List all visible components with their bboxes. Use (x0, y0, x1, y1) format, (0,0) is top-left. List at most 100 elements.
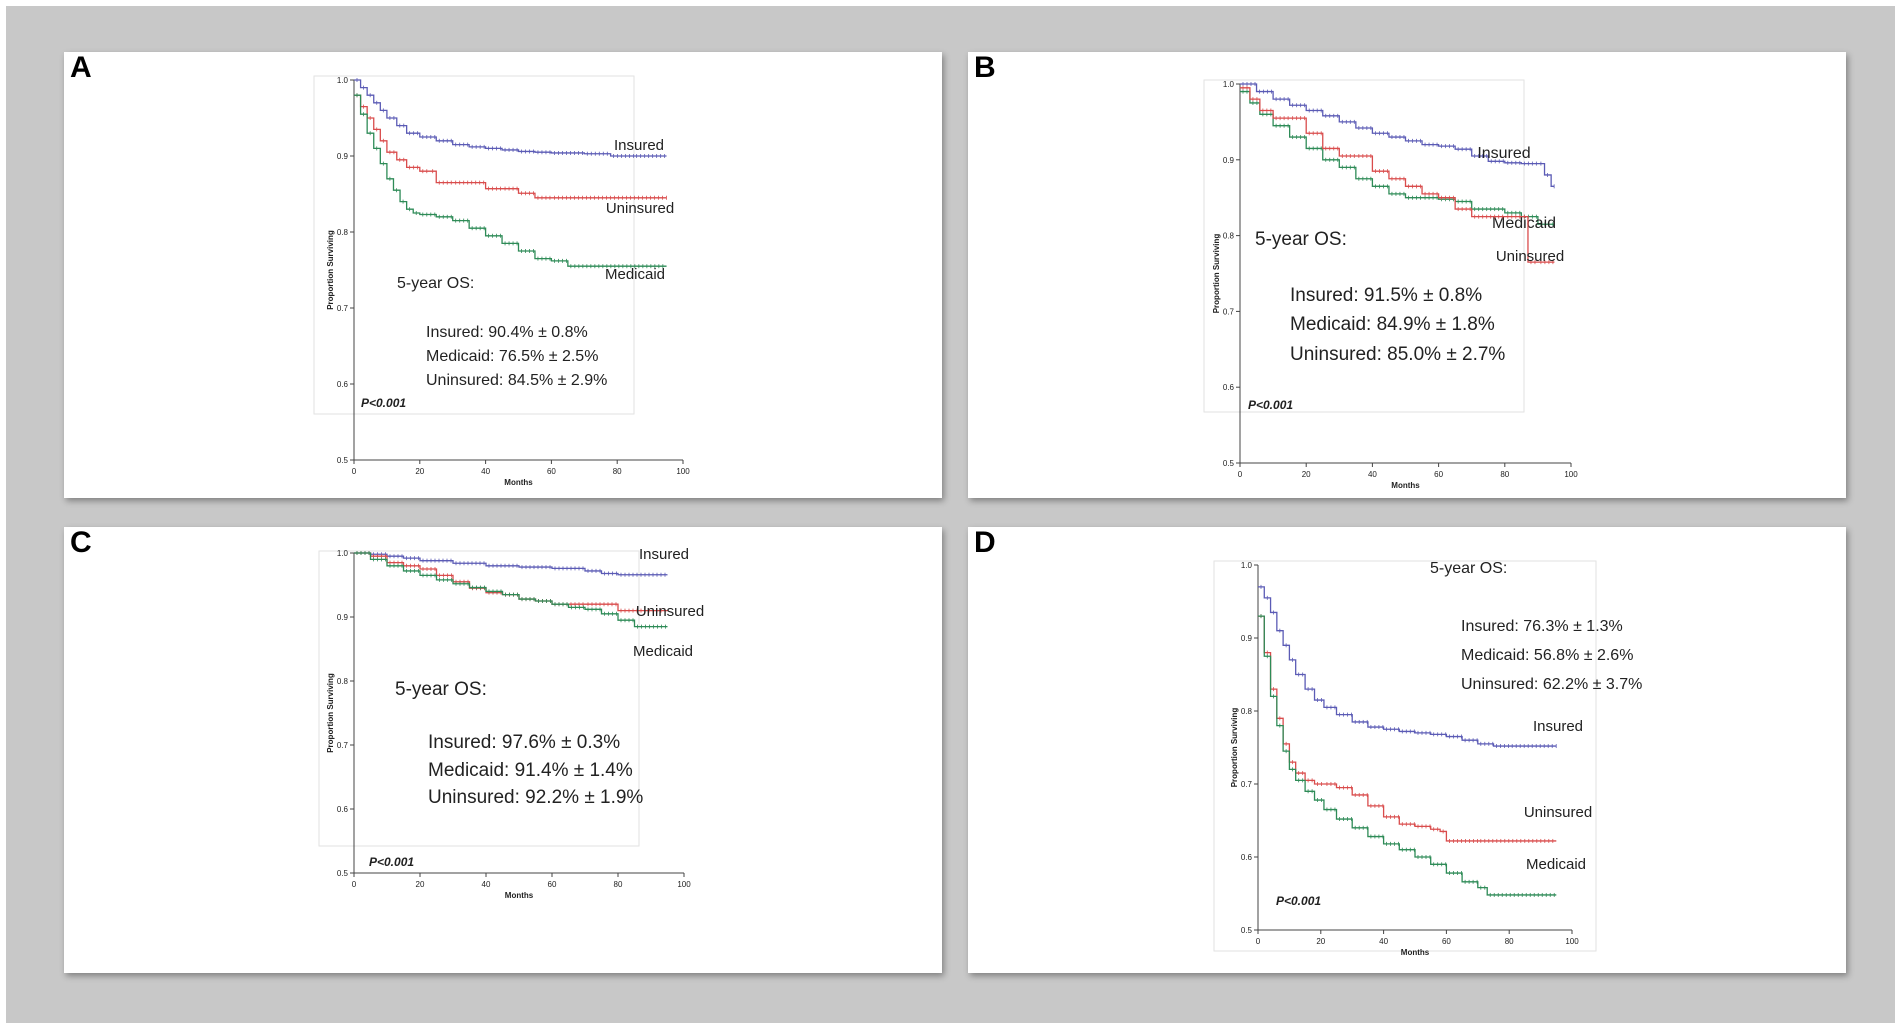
km-curve-uninsured (354, 552, 668, 612)
os-value-line: Uninsured: 62.2% ± 3.7% (1461, 676, 1642, 693)
km-chart-c: 0.5 0.6 0.7 0.8 0.9 1.0 0 20 40 60 80 100 Months Prop… (318, 546, 704, 900)
y-axis-title: Proportion Surviving (1230, 708, 1239, 788)
os-value-line: Insured: 91.5% ± 0.8% (1290, 285, 1482, 306)
km-curve-medicaid (354, 94, 667, 267)
x-tick-label: 60 (547, 467, 556, 476)
x-tick-label: 40 (1379, 937, 1388, 946)
y-tick-label: 0.7 (337, 304, 349, 313)
figure-background: A 0.5 0.6 0.7 0.8 0.9 1.0 0 20 40 60 80 100 Months Pr… (6, 6, 1895, 1023)
x-tick-label: 60 (1442, 937, 1451, 946)
series-label-insured: Insured (614, 137, 664, 154)
x-tick-label: 20 (1302, 470, 1311, 479)
y-tick-label: 0.7 (1241, 780, 1253, 789)
x-tick-label: 100 (676, 467, 690, 476)
y-tick-label: 0.6 (337, 380, 349, 389)
os-value-line: Insured: 90.4% ± 0.8% (426, 324, 588, 341)
y-tick-label: 0.5 (337, 869, 349, 878)
panel-d-letter: D (974, 526, 996, 559)
y-tick-label: 0.9 (337, 152, 349, 161)
series-label-medicaid: Medicaid (633, 643, 693, 660)
p-value: P<0.001 (1248, 398, 1293, 412)
plot-frame (1203, 79, 1525, 413)
y-tick-label: 1.0 (337, 76, 349, 85)
panel-c-card: C 0.5 0.6 0.7 0.8 0.9 1.0 0 20 40 60 80 100 Months Pr… (64, 526, 942, 973)
x-tick-label: 20 (416, 880, 425, 889)
y-tick-label: 0.8 (1223, 232, 1235, 241)
y-tick-label: 1.0 (1223, 80, 1235, 89)
plot-frame (1213, 560, 1597, 952)
series-label-uninsured: Uninsured (1524, 804, 1592, 821)
x-tick-label: 60 (548, 880, 557, 889)
series-label-insured: Insured (1533, 718, 1583, 735)
series-label-medicaid: Medicaid (1526, 856, 1586, 873)
x-tick-label: 80 (1500, 470, 1509, 479)
x-tick-label: 0 (1238, 470, 1243, 479)
x-tick-label: 100 (1564, 470, 1578, 479)
panel-a-card: A 0.5 0.6 0.7 0.8 0.9 1.0 0 20 40 60 80 100 Months Pr… (64, 51, 942, 498)
x-tick-label: 80 (613, 467, 622, 476)
x-tick-label: 20 (415, 467, 424, 476)
y-tick-label: 0.6 (1223, 383, 1235, 392)
series-label-uninsured: Uninsured (636, 603, 704, 620)
x-tick-label: 80 (614, 880, 623, 889)
plot-frame (313, 75, 635, 415)
x-tick-label: 40 (482, 880, 491, 889)
series-label-insured: Insured (1477, 145, 1530, 162)
x-tick-label: 0 (352, 467, 357, 476)
y-axis-title: Proportion Surviving (326, 673, 335, 753)
x-tick-label: 60 (1434, 470, 1443, 479)
x-axis-title: Months (505, 891, 534, 900)
x-tick-label: 0 (352, 880, 357, 889)
y-axis-title: Proportion Surviving (1212, 234, 1221, 314)
os-value-line: Uninsured: 92.2% ± 1.9% (428, 787, 643, 808)
y-tick-label: 0.5 (1241, 926, 1253, 935)
km-curve-insured (354, 552, 668, 576)
x-tick-label: 80 (1505, 937, 1514, 946)
km-chart-d: 0.5 0.6 0.7 0.8 0.9 1.0 0 20 40 60 80 100 Months Prop… (1213, 560, 1642, 957)
x-tick-label: 0 (1256, 937, 1261, 946)
os-value-line: Medicaid: 84.9% ± 1.8% (1290, 314, 1495, 335)
km-curve-uninsured (354, 94, 667, 199)
series-label-uninsured: Uninsured (1496, 248, 1564, 265)
series-label-insured: Insured (639, 546, 689, 563)
os-value-line: Uninsured: 84.5% ± 2.9% (426, 372, 607, 389)
x-tick-label: 100 (677, 880, 691, 889)
km-curve-medicaid (1240, 90, 1555, 225)
y-tick-label: 0.5 (1223, 459, 1235, 468)
y-tick-label: 0.6 (337, 805, 349, 814)
panel-a-letter: A (70, 51, 92, 84)
os-value-line: Medicaid: 76.5% ± 2.5% (426, 348, 598, 365)
os-value-line: Insured: 97.6% ± 0.3% (428, 732, 620, 753)
y-tick-label: 0.7 (337, 741, 349, 750)
series-label-medicaid: Medicaid (1492, 215, 1556, 232)
x-tick-label: 40 (481, 467, 490, 476)
x-tick-label: 40 (1368, 470, 1377, 479)
plot-frame (318, 550, 640, 847)
x-tick-label: 100 (1565, 937, 1579, 946)
os-title: 5-year OS: (397, 275, 474, 292)
os-title: 5-year OS: (1255, 229, 1347, 250)
km-chart-b: 0.5 0.6 0.7 0.8 0.9 1.0 0 20 40 60 80 100 Months Prop… (1203, 79, 1578, 490)
y-tick-label: 0.8 (1241, 707, 1253, 716)
y-tick-label: 0.9 (1241, 634, 1253, 643)
panel-c-letter: C (70, 526, 92, 559)
os-value-line: Uninsured: 85.0% ± 2.7% (1290, 344, 1505, 365)
km-curve-insured (1258, 586, 1557, 747)
p-value: P<0.001 (1276, 894, 1321, 908)
y-tick-label: 0.7 (1223, 307, 1235, 316)
km-curve-insured (1240, 83, 1555, 187)
y-tick-label: 0.9 (1223, 156, 1235, 165)
x-axis-title: Months (1391, 481, 1420, 490)
os-title: 5-year OS: (395, 679, 487, 700)
x-axis-title: Months (1401, 948, 1430, 957)
series-label-medicaid: Medicaid (605, 266, 665, 283)
km-curve-medicaid (354, 552, 668, 628)
y-tick-label: 0.6 (1241, 853, 1253, 862)
y-tick-label: 1.0 (337, 549, 349, 558)
y-tick-label: 0.8 (337, 677, 349, 686)
y-tick-label: 1.0 (1241, 561, 1253, 570)
y-tick-label: 0.9 (337, 613, 349, 622)
p-value: P<0.001 (361, 396, 406, 410)
x-axis-title: Months (504, 478, 533, 487)
os-title: 5-year OS: (1430, 560, 1507, 577)
